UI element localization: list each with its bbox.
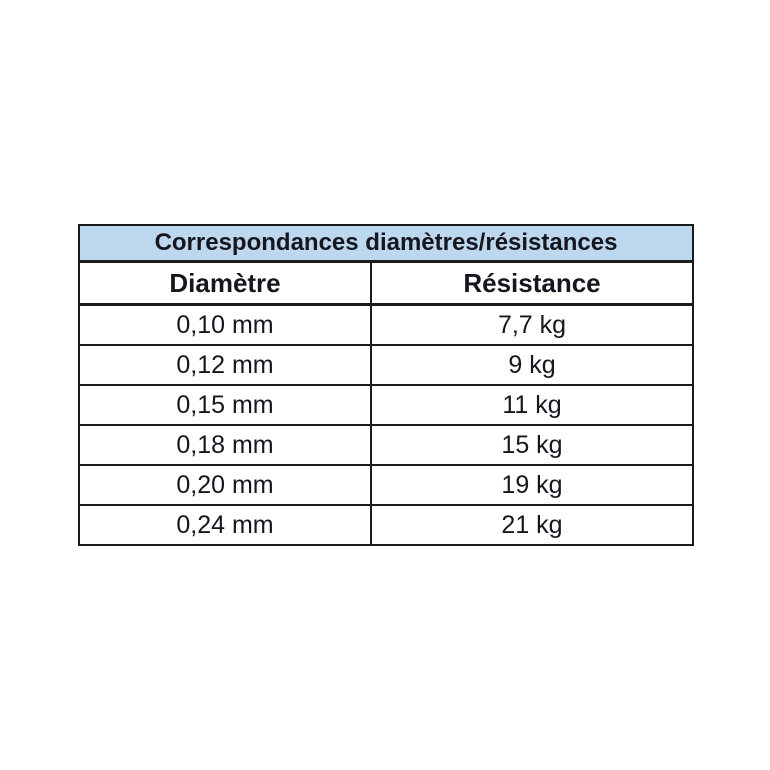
table-row: 0,15 mm 11 kg [78, 384, 695, 426]
cell-resistance: 21 kg [369, 504, 695, 546]
cell-resistance: 7,7 kg [369, 303, 695, 346]
cell-diametre: 0,24 mm [78, 504, 372, 546]
table-row: 0,12 mm 9 kg [78, 344, 695, 386]
correspondence-table: Correspondances diamètres/résistances Di… [77, 224, 695, 546]
table-row: 0,24 mm 21 kg [78, 504, 695, 546]
cell-resistance: 19 kg [369, 464, 695, 506]
cell-diametre: 0,20 mm [78, 464, 372, 506]
cell-resistance: 9 kg [369, 344, 695, 386]
table-header-row: Diamètre Résistance [78, 260, 695, 306]
column-header-diametre: Diamètre [78, 260, 372, 306]
cell-diametre: 0,15 mm [78, 384, 372, 426]
table-row: 0,10 mm 7,7 kg [78, 303, 695, 346]
column-header-resistance: Résistance [369, 260, 695, 306]
table-row: 0,18 mm 15 kg [78, 424, 695, 466]
cell-resistance: 11 kg [369, 384, 695, 426]
cell-resistance: 15 kg [369, 424, 695, 466]
cell-diametre: 0,12 mm [78, 344, 372, 386]
cell-diametre: 0,10 mm [78, 303, 372, 346]
table-row: 0,20 mm 19 kg [78, 464, 695, 506]
cell-diametre: 0,18 mm [78, 424, 372, 466]
table-title-row: Correspondances diamètres/résistances [77, 224, 695, 263]
table-title: Correspondances diamètres/résistances [77, 224, 695, 263]
